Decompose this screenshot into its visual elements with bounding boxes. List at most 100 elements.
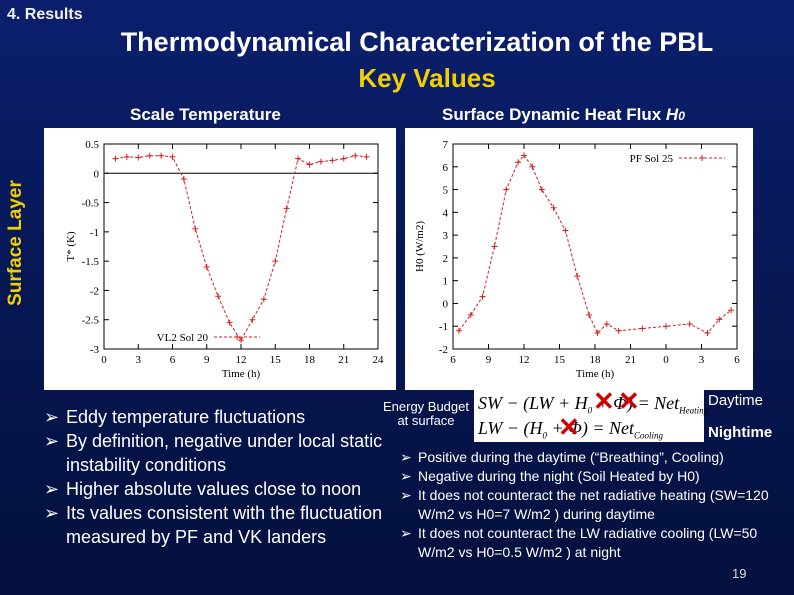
x-axis-label: Time (h) bbox=[576, 368, 615, 380]
data-point bbox=[203, 264, 210, 270]
left-chart-heading: Scale Temperature bbox=[130, 105, 281, 124]
x-tick-label: 0 bbox=[101, 354, 107, 366]
x-tick-label: 18 bbox=[590, 354, 602, 366]
right-heading-symbol: H bbox=[665, 105, 679, 124]
data-point bbox=[529, 163, 536, 170]
y-tick-label: 5 bbox=[443, 185, 449, 197]
data-point bbox=[146, 152, 153, 159]
data-point bbox=[272, 258, 279, 265]
x-tick-label: 3 bbox=[699, 354, 705, 366]
energy-budget-equations: SW − (LW + H0 + Φ) = NetHeating LW − (H0… bbox=[474, 386, 708, 442]
data-point bbox=[550, 204, 557, 211]
slide-subtitle: Key Values bbox=[358, 63, 496, 93]
data-point bbox=[180, 176, 187, 183]
data-point bbox=[515, 159, 522, 166]
scale-temperature-chart: 0 3 6 9 12 15 18 21 24 0.5 0 -0.5 -1 -1.5 -2 -2.5 -3 Time… bbox=[44, 128, 396, 390]
y-tick-label: 2 bbox=[443, 253, 449, 265]
right-bullet: ➢ Negative during the night (Soil Heated … bbox=[400, 468, 700, 484]
right-bullet: ➢ Positive during the daytime (“Breathing… bbox=[400, 449, 724, 465]
data-point bbox=[455, 327, 462, 334]
y-tick-label: 0.5 bbox=[85, 139, 99, 151]
cross-mark-icon: ✕ bbox=[618, 386, 640, 416]
legend-label: VL2 Sol 20 bbox=[157, 332, 209, 344]
daytime-label: Daytime bbox=[708, 392, 764, 409]
x-tick-label: 9 bbox=[204, 354, 210, 366]
legend-marker bbox=[234, 334, 240, 340]
y-axis-label: T* (K) bbox=[65, 231, 77, 262]
data-point bbox=[306, 161, 313, 168]
y-tick-label: 6 bbox=[443, 162, 449, 174]
data-point bbox=[467, 311, 474, 318]
data-point bbox=[562, 227, 569, 234]
data-point bbox=[603, 320, 610, 327]
plot-frame bbox=[103, 143, 379, 350]
data-point bbox=[317, 158, 324, 165]
data-point bbox=[503, 186, 510, 193]
y-tick-label: -1.5 bbox=[82, 256, 100, 268]
right-bullet: ➢ It does not counteract the net radiativ… bbox=[400, 487, 769, 522]
data-point bbox=[728, 307, 735, 314]
y-tick-label: -0.5 bbox=[82, 198, 100, 210]
data-point bbox=[123, 153, 130, 160]
left-bullet: ➢ Its values consistent with the fluctuat… bbox=[44, 503, 383, 547]
left-bullet: ➢ By definition, negative under local sta… bbox=[44, 431, 383, 475]
x-axis-label: Time (h) bbox=[222, 368, 261, 380]
data-point bbox=[249, 316, 256, 323]
x-tick-label: 6 bbox=[450, 354, 456, 366]
x-tick-label: 3 bbox=[136, 354, 142, 366]
data-point bbox=[586, 311, 593, 318]
data-point bbox=[704, 330, 711, 337]
y-tick-label: 0 bbox=[443, 298, 449, 310]
data-point bbox=[574, 273, 581, 280]
arrow-bullet-icon: ➢ bbox=[44, 503, 60, 523]
arrow-bullet-icon: ➢ bbox=[400, 449, 412, 465]
cross-mark-icon: ✕ bbox=[593, 386, 615, 416]
data-point bbox=[112, 155, 119, 162]
data-point bbox=[135, 154, 142, 161]
right-heading-subscript: 0 bbox=[678, 109, 685, 123]
x-tick-label: 6 bbox=[734, 354, 740, 366]
data-point bbox=[192, 225, 199, 232]
surface-layer-label: Surface Layer bbox=[5, 180, 26, 306]
data-point bbox=[538, 186, 545, 193]
nighttime-equation: LW − (H0 + Φ) = NetCooling bbox=[478, 418, 663, 441]
data-point bbox=[340, 155, 347, 162]
y-tick-label: -1 bbox=[90, 227, 99, 239]
y-tick-label: -1 bbox=[439, 321, 448, 333]
energy-budget-label: Energy Budget at surface bbox=[382, 399, 469, 428]
y-tick-label: -2 bbox=[90, 285, 99, 297]
legend-label: PF Sol 25 bbox=[630, 153, 674, 165]
y-tick-label: 4 bbox=[443, 207, 449, 219]
data-point bbox=[215, 293, 222, 300]
x-tick-label: 18 bbox=[304, 354, 316, 366]
series-line bbox=[115, 155, 367, 342]
y-tick-label: -2.5 bbox=[82, 315, 100, 327]
section-label: 4. Results bbox=[7, 6, 83, 23]
page-number: 19 bbox=[732, 566, 747, 581]
left-bullet-list: ➢ Eddy temperature fluctuations ➢ By defin… bbox=[44, 405, 394, 549]
x-tick-label: 12 bbox=[236, 354, 247, 366]
x-tick-label: 24 bbox=[373, 354, 385, 366]
data-point bbox=[686, 320, 693, 327]
data-point bbox=[329, 157, 336, 164]
right-bullet: ➢ It does not counteract the LW radiative… bbox=[400, 525, 758, 560]
arrow-bullet-icon: ➢ bbox=[44, 431, 60, 451]
y-tick-label: -3 bbox=[90, 344, 100, 356]
y-tick-label: 0 bbox=[94, 168, 100, 180]
cross-mark-icon: ✕ bbox=[558, 412, 580, 442]
data-point bbox=[283, 205, 290, 212]
y-tick-label: 3 bbox=[443, 230, 449, 242]
x-tick-label: 0 bbox=[663, 354, 669, 366]
data-point bbox=[521, 152, 527, 159]
arrow-bullet-icon: ➢ bbox=[400, 487, 412, 503]
x-tick-label: 15 bbox=[270, 354, 282, 366]
data-point bbox=[260, 296, 267, 303]
x-tick-label: 9 bbox=[486, 354, 492, 366]
y-tick-label: -2 bbox=[439, 344, 448, 356]
arrow-bullet-icon: ➢ bbox=[400, 468, 412, 484]
x-tick-label: 21 bbox=[625, 354, 636, 366]
legend-marker bbox=[699, 155, 705, 161]
data-point bbox=[491, 243, 498, 250]
data-point bbox=[352, 152, 359, 159]
